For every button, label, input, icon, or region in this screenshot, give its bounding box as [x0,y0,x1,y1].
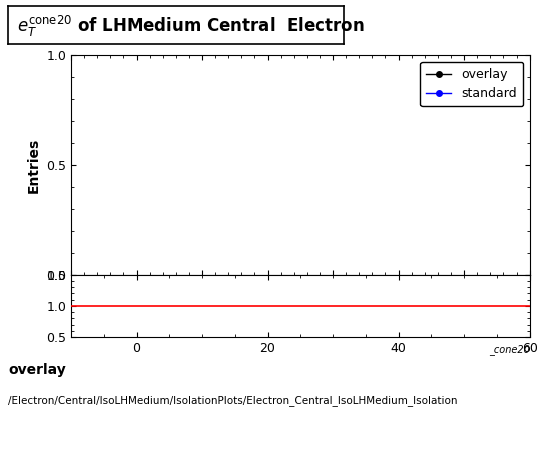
Text: overlay: overlay [8,363,66,377]
Legend: overlay, standard: overlay, standard [420,62,524,106]
Y-axis label: Entries: Entries [27,137,40,193]
Text: $e_T^{\mathrm{cone20}}$ of LHMedium Central  Electron: $e_T^{\mathrm{cone20}}$ of LHMedium Cent… [16,14,364,39]
Text: /Electron/Central/IsoLHMedium/IsolationPlots/Electron_Central_IsoLHMedium_Isolat: /Electron/Central/IsoLHMedium/IsolationP… [8,395,458,406]
Text: _cone20: _cone20 [489,344,530,355]
